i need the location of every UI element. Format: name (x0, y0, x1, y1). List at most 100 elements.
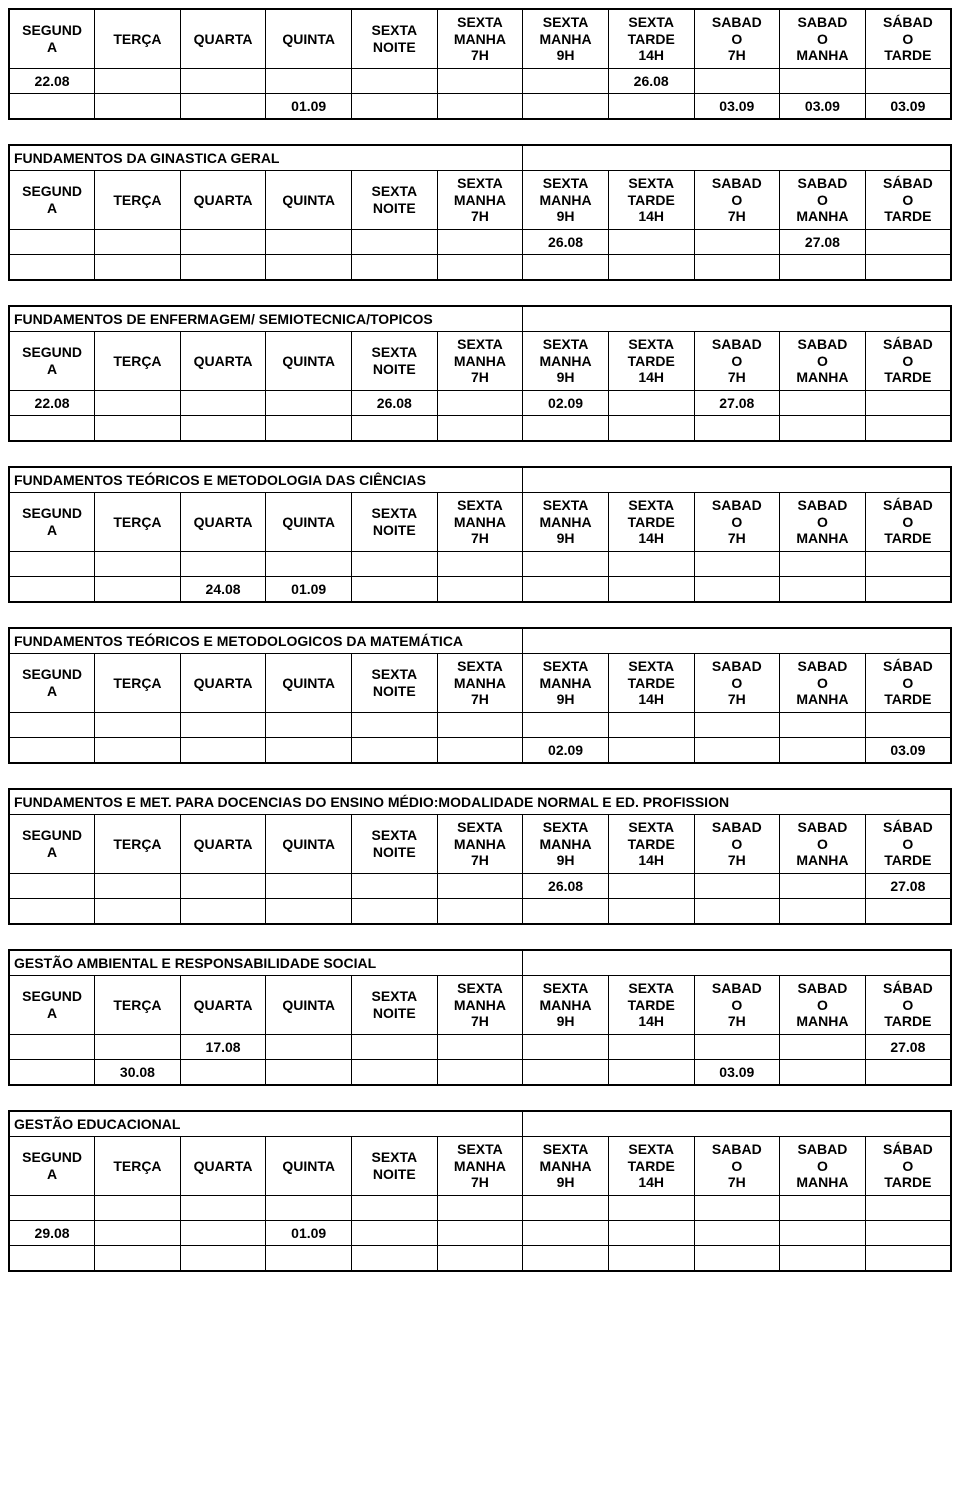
data-cell (180, 416, 266, 442)
table-row (9, 552, 951, 577)
data-cell (523, 69, 609, 94)
header-cell: SEXTAMANHA7H (437, 9, 523, 69)
header-cell: SABADOMANHA (780, 1137, 866, 1196)
data-cell (352, 713, 438, 738)
data-cell (608, 1035, 694, 1060)
header-cell: SEXTAMANHA9H (523, 815, 609, 874)
data-cell (95, 577, 181, 603)
header-cell: SEXTAMANHA9H (523, 654, 609, 713)
header-cell: QUARTA (180, 493, 266, 552)
header-cell: SEXTAMANHA9H (523, 9, 609, 69)
data-cell (95, 1246, 181, 1272)
header-cell: QUINTA (266, 815, 352, 874)
data-cell (694, 416, 780, 442)
header-cell: SEXTATARDE14H (608, 815, 694, 874)
table-row: 17.0827.08 (9, 1035, 951, 1060)
data-cell (437, 1246, 523, 1272)
data-cell (608, 416, 694, 442)
schedule-table: GESTÃO AMBIENTAL E RESPONSABILIDADE SOCI… (8, 949, 952, 1086)
data-cell (437, 552, 523, 577)
header-cell: SEXTATARDE14H (608, 654, 694, 713)
header-cell: SABADO7H (694, 1137, 780, 1196)
data-cell (523, 416, 609, 442)
data-cell (266, 713, 352, 738)
header-cell: SÁBADOTARDE (865, 332, 951, 391)
header-cell: SEXTAMANHA9H (523, 332, 609, 391)
data-cell: 27.08 (694, 391, 780, 416)
header-cell: SEXTATARDE14H (608, 1137, 694, 1196)
header-cell: SEGUNDA (9, 332, 95, 391)
header-cell: SEXTATARDE14H (608, 332, 694, 391)
data-cell (780, 1221, 866, 1246)
header-cell: SEXTATARDE14H (608, 171, 694, 230)
title-spacer (523, 467, 951, 493)
data-cell (266, 552, 352, 577)
data-cell: 29.08 (9, 1221, 95, 1246)
data-cell (9, 1246, 95, 1272)
data-cell (95, 1035, 181, 1060)
schedule-block: FUNDAMENTOS E MET. PARA DOCENCIAS DO ENS… (8, 788, 952, 925)
data-cell (9, 1035, 95, 1060)
header-cell: SÁBADOTARDE (865, 1137, 951, 1196)
data-cell: 30.08 (95, 1060, 181, 1086)
data-cell (437, 255, 523, 281)
table-row: 26.0827.08 (9, 230, 951, 255)
data-cell (180, 738, 266, 764)
data-cell (266, 738, 352, 764)
data-cell (865, 1196, 951, 1221)
header-cell: SABADO7H (694, 171, 780, 230)
data-cell (523, 255, 609, 281)
header-cell: SEXTANOITE (352, 654, 438, 713)
data-cell (608, 738, 694, 764)
data-cell: 22.08 (9, 69, 95, 94)
header-cell: SÁBADOTARDE (865, 976, 951, 1035)
header-cell: SEXTANOITE (352, 171, 438, 230)
data-cell (180, 69, 266, 94)
data-cell (352, 1196, 438, 1221)
data-cell (865, 391, 951, 416)
data-cell (95, 69, 181, 94)
data-cell (523, 577, 609, 603)
data-cell (352, 899, 438, 925)
data-cell: 01.09 (266, 577, 352, 603)
table-row: 22.0826.0802.0927.08 (9, 391, 951, 416)
data-cell (437, 577, 523, 603)
title-spacer (523, 950, 951, 976)
schedule-table: FUNDAMENTOS DE ENFERMAGEM/ SEMIOTECNICA/… (8, 305, 952, 442)
header-cell: SABADOMANHA (780, 493, 866, 552)
title-spacer (523, 145, 951, 171)
data-cell (352, 874, 438, 899)
header-cell: SABADOMANHA (780, 9, 866, 69)
data-cell (95, 1221, 181, 1246)
data-cell (95, 552, 181, 577)
header-cell: TERÇA (95, 493, 181, 552)
data-cell (437, 391, 523, 416)
header-cell: SEXTANOITE (352, 332, 438, 391)
data-cell (352, 1035, 438, 1060)
data-cell: 26.08 (352, 391, 438, 416)
data-cell (780, 899, 866, 925)
header-cell: SEXTAMANHA7H (437, 815, 523, 874)
data-cell (694, 69, 780, 94)
header-cell: SABADO7H (694, 332, 780, 391)
data-cell (608, 1060, 694, 1086)
data-cell (9, 899, 95, 925)
data-cell: 01.09 (266, 1221, 352, 1246)
schedule-table: SEGUNDATERÇAQUARTAQUINTASEXTANOITESEXTAM… (8, 8, 952, 120)
data-cell (352, 1221, 438, 1246)
data-cell: 03.09 (694, 94, 780, 120)
data-cell (523, 713, 609, 738)
table-row: 24.0801.09 (9, 577, 951, 603)
data-cell (266, 69, 352, 94)
header-cell: SABADOMANHA (780, 171, 866, 230)
data-cell (352, 1246, 438, 1272)
table-row: 26.0827.08 (9, 874, 951, 899)
data-cell (180, 1060, 266, 1086)
data-cell: 03.09 (780, 94, 866, 120)
data-cell (523, 1196, 609, 1221)
header-cell: SEGUNDA (9, 654, 95, 713)
data-cell (523, 1221, 609, 1246)
block-title: GESTÃO AMBIENTAL E RESPONSABILIDADE SOCI… (9, 950, 523, 976)
header-cell: TERÇA (95, 1137, 181, 1196)
header-cell: SEXTAMANHA7H (437, 654, 523, 713)
